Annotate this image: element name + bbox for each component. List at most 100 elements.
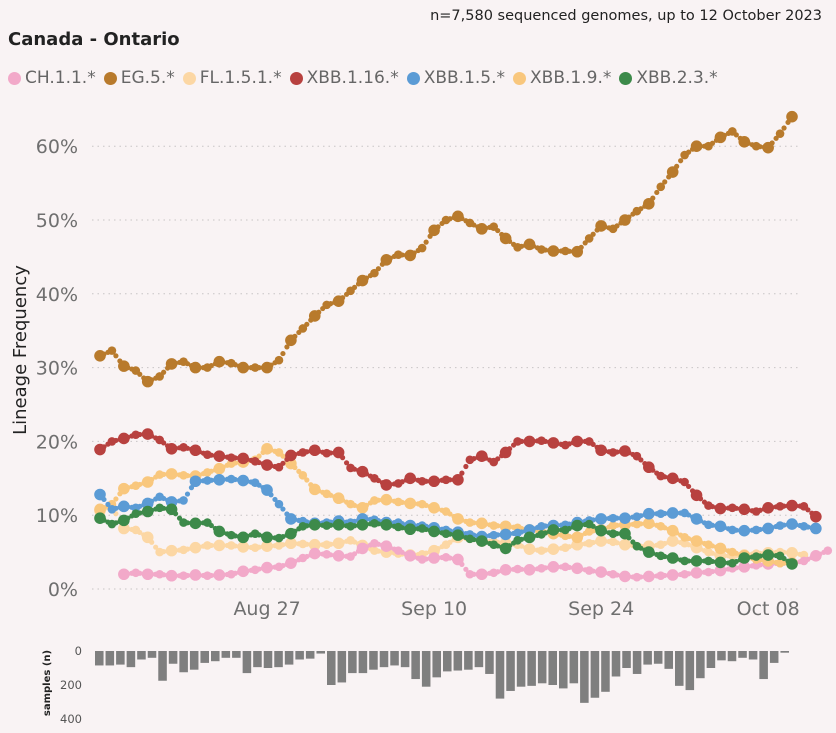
data-point[interactable] [738, 561, 751, 573]
data-point[interactable] [203, 450, 212, 459]
data-point[interactable] [666, 552, 679, 564]
data-point[interactable] [499, 520, 512, 533]
samples-bar[interactable] [622, 651, 631, 668]
data-point[interactable] [738, 135, 751, 148]
data-point[interactable] [107, 437, 117, 446]
data-point[interactable] [322, 448, 331, 458]
data-point[interactable] [547, 245, 560, 257]
data-point[interactable] [584, 519, 594, 529]
data-point[interactable] [261, 531, 273, 544]
data-point[interactable] [619, 570, 631, 583]
legend-item[interactable]: FL.1.5.1.* [182, 68, 282, 88]
data-point[interactable] [226, 358, 236, 368]
data-point[interactable] [155, 435, 164, 445]
data-point[interactable] [250, 363, 260, 372]
data-point[interactable] [274, 533, 284, 543]
data-point[interactable] [656, 540, 666, 550]
data-point[interactable] [298, 448, 308, 457]
samples-bar[interactable] [305, 651, 315, 659]
data-point[interactable] [547, 524, 560, 536]
data-point[interactable] [213, 569, 226, 581]
data-point[interactable] [213, 473, 226, 486]
data-point[interactable] [203, 363, 212, 372]
data-point[interactable] [619, 214, 631, 226]
samples-bar[interactable] [327, 651, 336, 685]
data-point[interactable] [475, 450, 488, 462]
samples-bar[interactable] [780, 651, 789, 653]
data-point[interactable] [226, 453, 236, 462]
data-point[interactable] [799, 556, 809, 566]
samples-bar[interactable] [379, 651, 389, 668]
data-point[interactable] [165, 358, 178, 370]
data-point[interactable] [346, 521, 355, 531]
data-point[interactable] [680, 508, 689, 518]
samples-bar[interactable] [706, 651, 716, 668]
data-point[interactable] [810, 549, 822, 562]
data-point[interactable] [179, 545, 188, 555]
data-point[interactable] [370, 546, 379, 555]
data-point[interactable] [308, 310, 321, 322]
data-point[interactable] [571, 519, 584, 532]
samples-bar[interactable] [601, 651, 610, 692]
data-point[interactable] [584, 538, 594, 548]
data-point[interactable] [417, 499, 427, 509]
data-point[interactable] [537, 546, 546, 555]
data-point[interactable] [714, 542, 727, 555]
data-point[interactable] [656, 182, 666, 192]
data-point[interactable] [595, 535, 607, 547]
data-point[interactable] [274, 448, 284, 457]
samples-bar[interactable] [580, 651, 589, 703]
data-point[interactable] [728, 525, 737, 535]
data-point[interactable] [370, 538, 379, 548]
data-point[interactable] [189, 444, 202, 457]
samples-bar[interactable] [432, 651, 441, 678]
data-point[interactable] [666, 535, 679, 547]
data-point[interactable] [141, 428, 154, 440]
data-point[interactable] [499, 542, 512, 555]
data-point[interactable] [690, 140, 703, 152]
data-point[interactable] [728, 127, 737, 136]
data-point[interactable] [680, 569, 689, 579]
data-point[interactable] [441, 529, 451, 538]
data-point[interactable] [370, 474, 379, 483]
data-point[interactable] [285, 334, 297, 347]
samples-bar[interactable] [748, 651, 758, 660]
data-point[interactable] [475, 568, 488, 581]
data-point[interactable] [261, 361, 273, 374]
data-point[interactable] [666, 524, 679, 537]
samples-bar[interactable] [453, 651, 463, 671]
data-point[interactable] [213, 539, 226, 552]
data-point[interactable] [322, 550, 331, 559]
data-point[interactable] [165, 569, 178, 582]
data-point[interactable] [751, 561, 761, 570]
data-point[interactable] [666, 569, 679, 581]
data-point[interactable] [475, 517, 488, 530]
data-point[interactable] [346, 286, 355, 296]
data-point[interactable] [608, 537, 618, 547]
data-point[interactable] [274, 499, 284, 509]
data-point[interactable] [786, 499, 798, 512]
data-point[interactable] [523, 543, 536, 555]
data-point[interactable] [523, 531, 536, 544]
data-point[interactable] [441, 475, 451, 485]
data-point[interactable] [404, 549, 417, 562]
data-point[interactable] [370, 268, 379, 278]
data-point[interactable] [680, 538, 689, 548]
samples-bar[interactable] [189, 651, 199, 670]
data-point[interactable] [322, 489, 331, 499]
data-point[interactable] [94, 503, 106, 516]
data-point[interactable] [775, 129, 785, 138]
data-point[interactable] [561, 543, 570, 552]
samples-bar[interactable] [653, 651, 663, 664]
data-point[interactable] [680, 533, 689, 542]
data-point[interactable] [107, 346, 117, 355]
data-point[interactable] [489, 457, 499, 467]
data-point[interactable] [203, 571, 212, 581]
data-point[interactable] [346, 535, 355, 545]
samples-bar[interactable] [474, 651, 484, 668]
data-point[interactable] [250, 543, 260, 552]
samples-bar[interactable] [390, 651, 399, 666]
data-point[interactable] [261, 561, 273, 574]
data-point[interactable] [799, 502, 809, 511]
samples-bar[interactable] [295, 651, 304, 660]
